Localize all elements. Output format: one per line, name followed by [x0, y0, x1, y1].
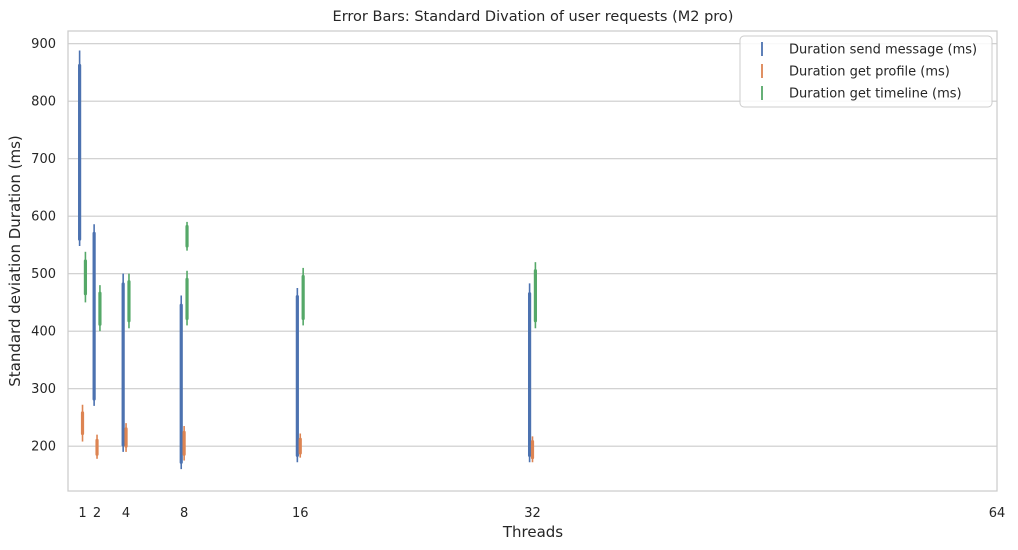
y-tick-label: 800: [31, 95, 56, 110]
y-axis-label: Standard deviation Duration (ms): [6, 135, 24, 387]
gridlines: [68, 43, 997, 447]
y-tick-label: 700: [31, 152, 56, 167]
x-tick-label: 64: [989, 506, 1006, 521]
x-tick-label: 2: [93, 506, 101, 521]
legend-label: Duration send message (ms): [789, 43, 977, 58]
series-group: [83, 221, 538, 332]
legend-items: Duration send message (ms) Duration get p…: [761, 42, 977, 102]
x-tick-label: 4: [122, 506, 130, 521]
y-tick-label: 500: [31, 267, 56, 282]
legend-box: [739, 35, 993, 108]
series-group: [80, 404, 535, 463]
x-tick-label: 16: [292, 506, 309, 521]
chart-title: Error Bars: Standard Divation of user re…: [333, 9, 734, 25]
series-group: [78, 50, 532, 470]
x-axis-tick-labels: 1 2 4 8 16 32 64: [78, 506, 1005, 521]
plot-frame: [67, 30, 998, 492]
y-tick-label: 400: [31, 325, 56, 340]
error-bars: [78, 50, 538, 470]
x-tick-label: 32: [524, 506, 541, 521]
y-tick-label: 300: [31, 382, 56, 397]
y-tick-label: 900: [31, 37, 56, 52]
legend-label: Duration get profile (ms): [789, 65, 950, 80]
y-tick-label: 600: [31, 210, 56, 225]
x-axis-label: Threads: [502, 523, 563, 541]
legend: Duration send message (ms) Duration get p…: [739, 35, 993, 108]
x-tick-label: 8: [180, 506, 188, 521]
legend-label: Duration get timeline (ms): [789, 87, 962, 102]
y-axis-tick-labels: 200 300 400 500 600 700 800 900: [31, 37, 56, 455]
x-tick-label: 1: [78, 506, 86, 521]
y-tick-label: 200: [31, 440, 56, 455]
